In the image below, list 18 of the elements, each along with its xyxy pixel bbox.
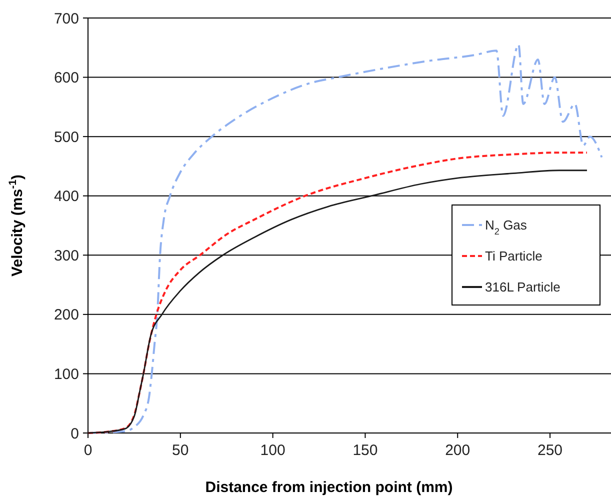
x-tick-label: 0 (84, 442, 92, 459)
y-tick-label: 400 (54, 188, 79, 206)
legend-label: Ti Particle (485, 248, 542, 264)
y-tick-label: 0 (70, 425, 79, 442)
x-tick-label: 50 (172, 442, 189, 459)
y-tick-label: 500 (54, 128, 79, 146)
x-tick-label: 150 (352, 442, 378, 459)
y-tick-label: 700 (54, 10, 79, 28)
legend-label: N$_{2}$ Gas (485, 218, 528, 237)
y-tick-label: 100 (54, 366, 79, 383)
legend-label: 316L Particle (485, 280, 560, 295)
x-axis-title: Distance from injection point (mm) (205, 479, 453, 496)
y-tick-label: 200 (54, 306, 79, 324)
x-tick-label: 250 (538, 442, 563, 459)
x-tick-label: 200 (445, 442, 470, 459)
y-tick-label: 300 (54, 247, 79, 264)
y-tick-label: 600 (54, 70, 79, 87)
x-tick-label: 100 (260, 442, 286, 459)
